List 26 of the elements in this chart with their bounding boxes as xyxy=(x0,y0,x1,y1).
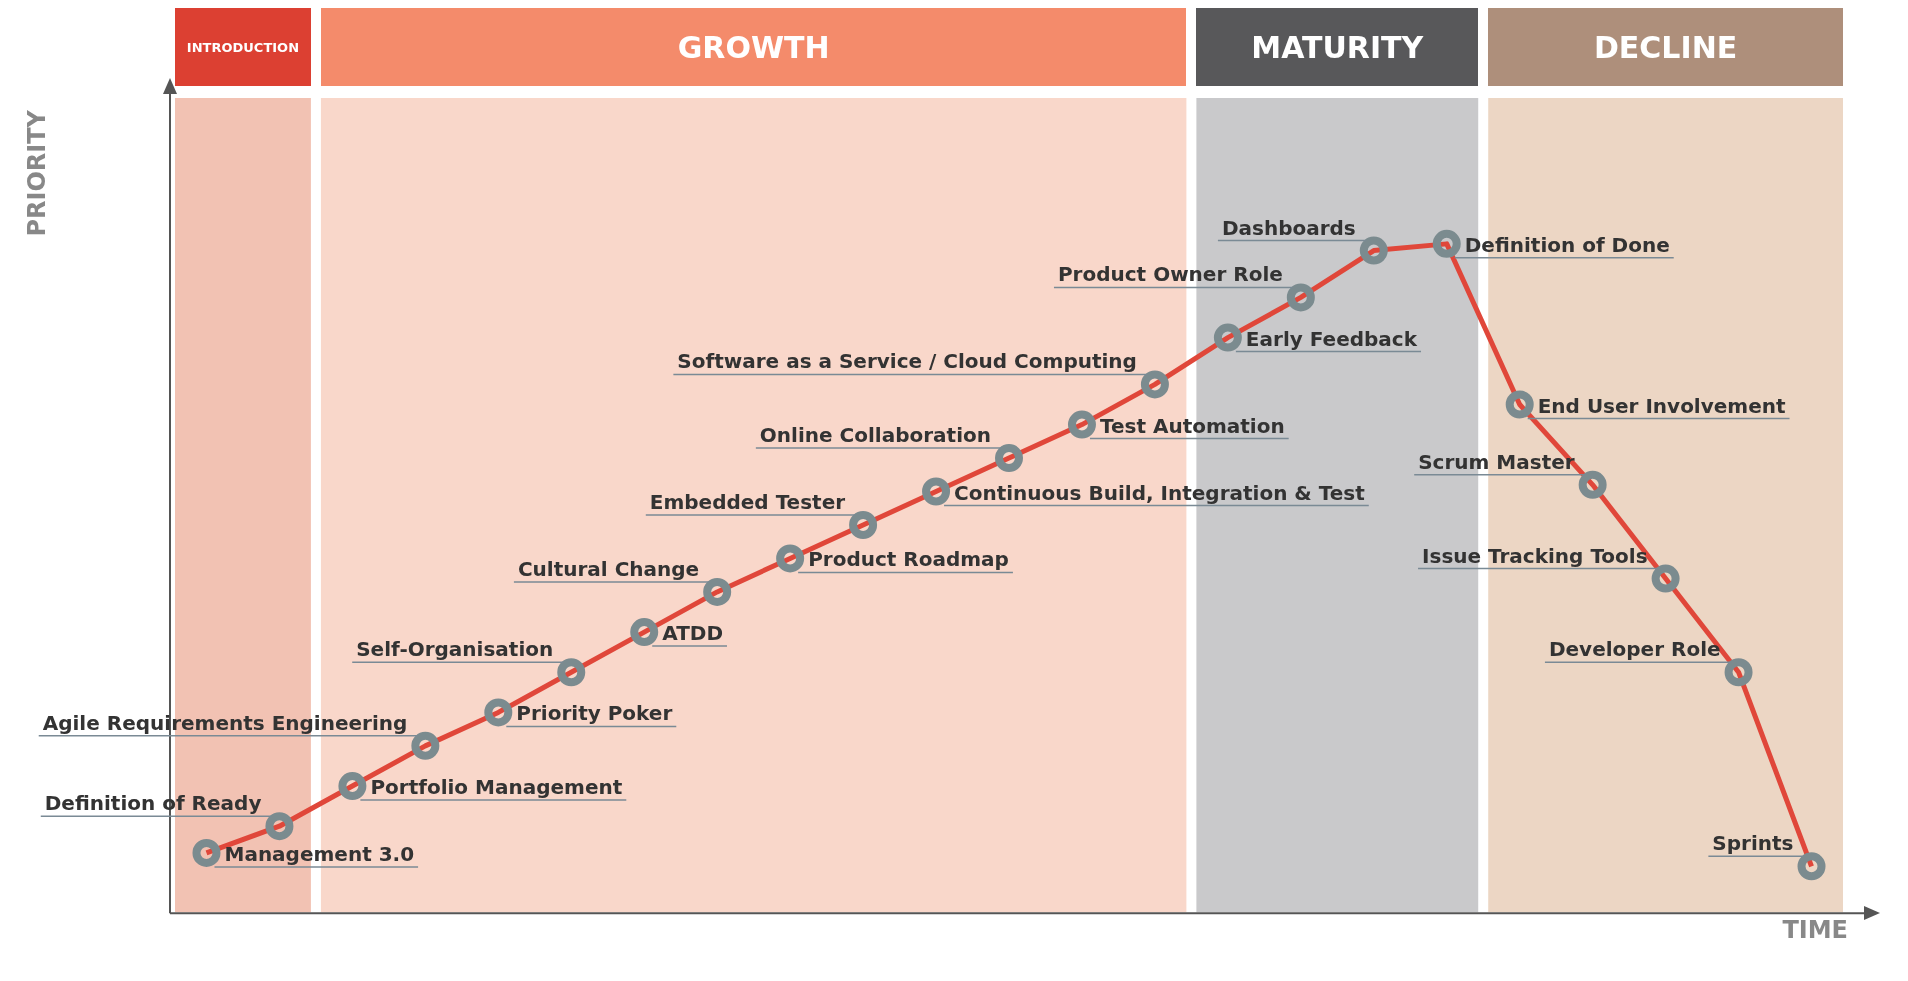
annotation: Definition of Done xyxy=(1464,232,1670,257)
annotation: Developer Role xyxy=(1548,637,1721,662)
y-axis-title: PRIORITY xyxy=(22,109,51,237)
annotation: End User Involvement xyxy=(1537,393,1786,418)
annotation: Management 3.0 xyxy=(224,841,415,866)
annotation: ATDD xyxy=(662,621,723,646)
annotation: Self-Organisation xyxy=(356,637,554,662)
annotation: Sprints xyxy=(1712,831,1794,856)
annotation: Issue Tracking Tools xyxy=(1422,543,1648,568)
annotation: Product Roadmap xyxy=(808,547,1009,572)
text: Dashboards xyxy=(1221,215,1356,240)
text: GROWTH xyxy=(320,8,1187,86)
annotation: Embedded Tester xyxy=(649,489,846,514)
text: MATURITY xyxy=(1196,8,1479,86)
annotation: Product Owner Role xyxy=(1057,262,1283,287)
annotation: Early Feedback xyxy=(1245,326,1418,351)
annotation: Priority Poker xyxy=(516,701,673,726)
annotation: Online Collaboration xyxy=(759,423,991,448)
x-axis-title: TIME xyxy=(1782,915,1848,944)
annotation: Software as a Service / Cloud Computing xyxy=(677,349,1137,374)
text: DECLINE xyxy=(1488,8,1843,86)
annotation: Portfolio Management xyxy=(370,775,623,800)
annotation: Test Automation xyxy=(1099,413,1285,438)
text: INTRODUCTION xyxy=(175,8,311,86)
annotation: Cultural Change xyxy=(517,556,700,581)
annotation: Continuous Build, Integration & Test xyxy=(954,480,1366,505)
